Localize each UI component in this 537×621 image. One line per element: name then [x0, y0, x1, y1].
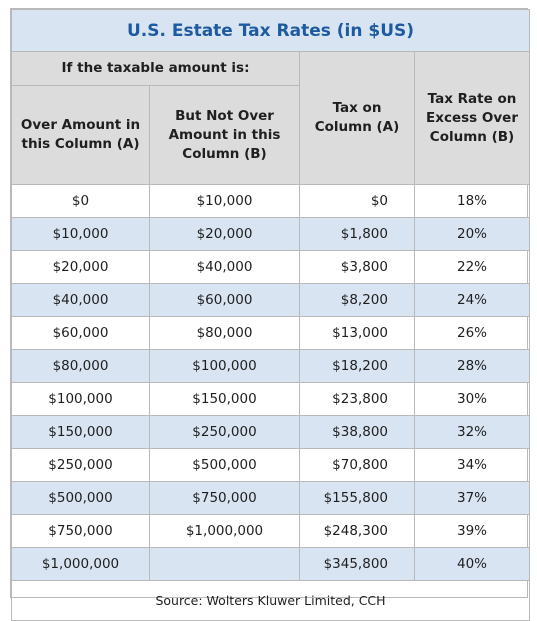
not-over-cell: $100,000: [149, 349, 300, 383]
over-amount-cell: $250,000: [11, 448, 150, 482]
col-a-header-line2: this Column (A): [21, 136, 140, 152]
over-amount-header: Over Amount in this Column (A): [11, 85, 150, 185]
table-row: $80,000 $100,000 $18,200 28%: [11, 349, 531, 383]
over-amount-cell: $60,000: [11, 316, 150, 350]
rate-cell: 39%: [413, 514, 531, 548]
not-over-cell: $500,000: [149, 448, 300, 482]
not-over-cell: $20,000: [149, 217, 300, 251]
table-row: $250,000 $500,000 $70,800 34%: [11, 448, 531, 482]
table-row: $60,000 $80,000 $13,000 26%: [11, 316, 531, 350]
rate-cell: 32%: [413, 415, 531, 449]
tax-cell: $155,800: [299, 481, 415, 515]
table-row: $10,000 $20,000 $1,800 20%: [11, 217, 531, 251]
over-amount-cell: $20,000: [11, 250, 150, 284]
not-over-cell: $1,000,000: [149, 514, 300, 548]
over-amount-cell: $0: [11, 184, 150, 218]
table-title: U.S. Estate Tax Rates (in $US): [10, 9, 531, 52]
tax-header-line2: Column (A): [314, 119, 400, 135]
col-a-header-line1: Over Amount in: [20, 117, 141, 133]
tax-on-column-a-header: Tax on Column (A): [299, 51, 415, 185]
not-over-cell: $150,000: [149, 382, 300, 416]
col-b-header-line2: Amount in this: [168, 126, 281, 143]
not-over-cell: $80,000: [149, 316, 300, 350]
table-row: $1,000,000 $345,800 40%: [11, 547, 531, 581]
rate-cell: 18%: [413, 184, 531, 218]
rate-cell: 24%: [413, 283, 531, 317]
col-b-header-line3: Column (B): [182, 145, 267, 162]
but-not-over-header: But Not Over Amount in this Column (B): [149, 85, 300, 185]
source-note: Source: Wolters Kluwer Limited, CCH: [10, 580, 531, 621]
tax-cell: $1,800: [299, 217, 415, 251]
rate-header-line3: Column (B): [429, 128, 515, 145]
rate-header-line1: Tax Rate on: [427, 90, 517, 107]
rate-cell: 34%: [413, 448, 531, 482]
tax-cell: $18,200: [299, 349, 415, 383]
table-row: $500,000 $750,000 $155,800 37%: [11, 481, 531, 515]
table-row: $0 $10,000 $0 18%: [11, 184, 531, 218]
over-amount-cell: $750,000: [11, 514, 150, 548]
over-amount-cell: $100,000: [11, 382, 150, 416]
tax-cell: $23,800: [299, 382, 415, 416]
rate-cell: 40%: [413, 547, 531, 581]
estate-tax-table: U.S. Estate Tax Rates (in $US) If the ta…: [10, 9, 531, 621]
table-row: $150,000 $250,000 $38,800 32%: [11, 415, 531, 449]
over-amount-cell: $10,000: [11, 217, 150, 251]
tax-cell: $248,300: [299, 514, 415, 548]
tax-cell: $345,800: [299, 547, 415, 581]
rate-cell: 30%: [413, 382, 531, 416]
not-over-cell: [149, 547, 300, 581]
tax-cell: $3,800: [299, 250, 415, 284]
not-over-cell: $250,000: [149, 415, 300, 449]
rate-cell: 20%: [413, 217, 531, 251]
over-amount-cell: $150,000: [11, 415, 150, 449]
taxable-amount-group-header: If the taxable amount is:: [11, 51, 300, 86]
rate-cell: 26%: [413, 316, 531, 350]
col-b-header-line1: But Not Over: [175, 107, 274, 124]
tax-cell: $70,800: [299, 448, 415, 482]
table-row: $20,000 $40,000 $3,800 22%: [11, 250, 531, 284]
table-row: $750,000 $1,000,000 $248,300 39%: [11, 514, 531, 548]
not-over-cell: $40,000: [149, 250, 300, 284]
tax-cell: $8,200: [299, 283, 415, 317]
tax-cell: $0: [299, 184, 415, 218]
rate-cell: 28%: [413, 349, 531, 383]
over-amount-cell: $40,000: [11, 283, 150, 317]
table-row: $100,000 $150,000 $23,800 30%: [11, 382, 531, 416]
tax-rate-header: Tax Rate on Excess Over Column (B): [413, 51, 531, 185]
over-amount-cell: $80,000: [11, 349, 150, 383]
tax-cell: $13,000: [299, 316, 415, 350]
rate-header-line2: Excess Over: [426, 109, 518, 126]
table-row: $40,000 $60,000 $8,200 24%: [11, 283, 531, 317]
rate-cell: 37%: [413, 481, 531, 515]
estate-tax-table-frame: U.S. Estate Tax Rates (in $US) If the ta…: [10, 8, 531, 621]
not-over-cell: $60,000: [149, 283, 300, 317]
over-amount-cell: $500,000: [11, 481, 150, 515]
tax-cell: $38,800: [299, 415, 415, 449]
not-over-cell: $10,000: [149, 184, 300, 218]
rate-cell: 22%: [413, 250, 531, 284]
over-amount-cell: $1,000,000: [11, 547, 150, 581]
not-over-cell: $750,000: [149, 481, 300, 515]
tax-header-line1: Tax on: [332, 100, 382, 116]
